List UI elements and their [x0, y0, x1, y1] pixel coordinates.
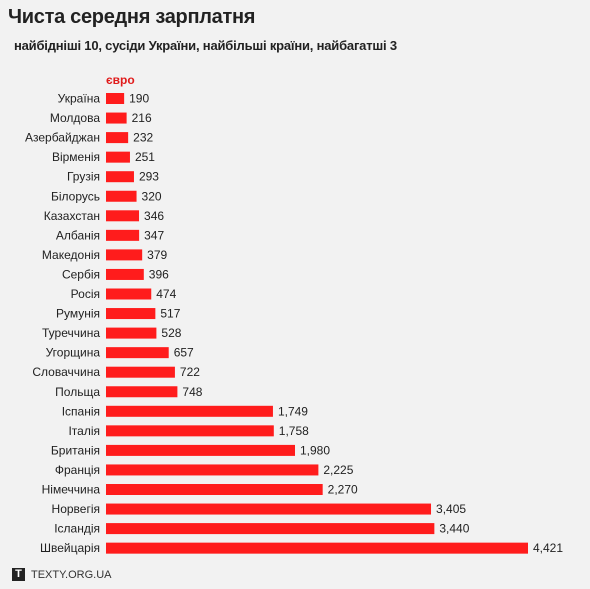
value-label: 748 [182, 385, 202, 399]
category-label: Україна [58, 92, 101, 106]
bar [106, 347, 169, 359]
category-label: Азербайджан [25, 131, 100, 145]
bar [106, 190, 137, 202]
category-label: Казахстан [44, 209, 100, 223]
value-label: 251 [135, 150, 155, 164]
category-label: Ісландія [54, 522, 100, 536]
bar [106, 425, 274, 437]
value-label: 396 [149, 267, 169, 281]
value-label: 3,405 [436, 502, 466, 516]
category-label: Албанія [56, 228, 100, 242]
category-label: Словаччина [32, 365, 100, 379]
footer: T TEXTY.ORG.UA [12, 568, 111, 581]
category-label: Росія [71, 287, 100, 301]
category-label: Білорусь [51, 189, 100, 203]
bar [106, 405, 273, 417]
category-label: Швейцарія [40, 541, 100, 555]
bar [106, 249, 143, 261]
bar [106, 132, 129, 144]
category-label: Вірменія [52, 150, 100, 164]
bar [106, 210, 140, 222]
bar [106, 268, 144, 280]
bars-group: Україна 190 Молдова 216 Азербайджан 232 Вірмен… [25, 92, 563, 556]
bar [106, 327, 157, 339]
value-label: 190 [129, 92, 149, 106]
value-label: 2,225 [323, 463, 353, 477]
category-label: Німеччина [42, 483, 101, 497]
bar [106, 464, 319, 476]
chart-title: Чиста середня зарплатня [8, 6, 256, 28]
value-label: 1,758 [279, 424, 309, 438]
category-label: Туреччина [42, 326, 100, 340]
value-label: 320 [142, 189, 162, 203]
value-label: 1,980 [300, 443, 330, 457]
category-label: Молдова [50, 111, 100, 125]
value-label: 657 [174, 346, 194, 360]
bar [106, 112, 127, 124]
category-label: Грузія [67, 170, 100, 184]
bar [106, 93, 125, 104]
category-label: Британія [51, 443, 100, 457]
texty-logo-icon: T [12, 568, 25, 581]
bar [106, 386, 178, 398]
bar [106, 308, 156, 320]
value-label: 722 [180, 365, 200, 379]
value-label: 379 [147, 248, 167, 262]
category-label: Угорщина [46, 346, 101, 360]
value-label: 346 [144, 209, 164, 223]
value-label: 517 [160, 307, 180, 321]
bar [106, 523, 435, 535]
bar [106, 151, 130, 163]
bar [106, 366, 175, 378]
category-label: Італія [68, 424, 100, 438]
value-label: 474 [156, 287, 176, 301]
value-label: 1,749 [278, 404, 308, 418]
value-label: 216 [132, 111, 152, 125]
category-label: Франція [55, 463, 100, 477]
footer-site: TEXTY.ORG.UA [31, 568, 112, 581]
bar [106, 484, 323, 495]
category-label: Румунія [56, 307, 100, 321]
category-label: Польща [55, 385, 100, 399]
bar [106, 288, 152, 300]
category-label: Сербія [62, 267, 100, 281]
value-label: 528 [161, 326, 181, 340]
bar [106, 171, 134, 183]
value-label: 4,421 [533, 541, 563, 555]
unit-label: євро [106, 73, 135, 87]
value-label: 2,270 [328, 483, 358, 497]
category-label: Македонія [42, 248, 100, 262]
chart-subtitle: найбідніші 10, сусіди України, найбільші… [14, 38, 397, 53]
value-label: 293 [139, 170, 159, 184]
bar [106, 444, 295, 456]
bar [106, 503, 432, 515]
value-label: 3,440 [439, 522, 469, 536]
value-label: 347 [144, 228, 164, 242]
bar [106, 542, 528, 554]
value-label: 232 [133, 131, 153, 145]
category-label: Норвегія [52, 502, 100, 516]
bar [106, 229, 140, 241]
category-label: Іспанія [62, 404, 100, 418]
